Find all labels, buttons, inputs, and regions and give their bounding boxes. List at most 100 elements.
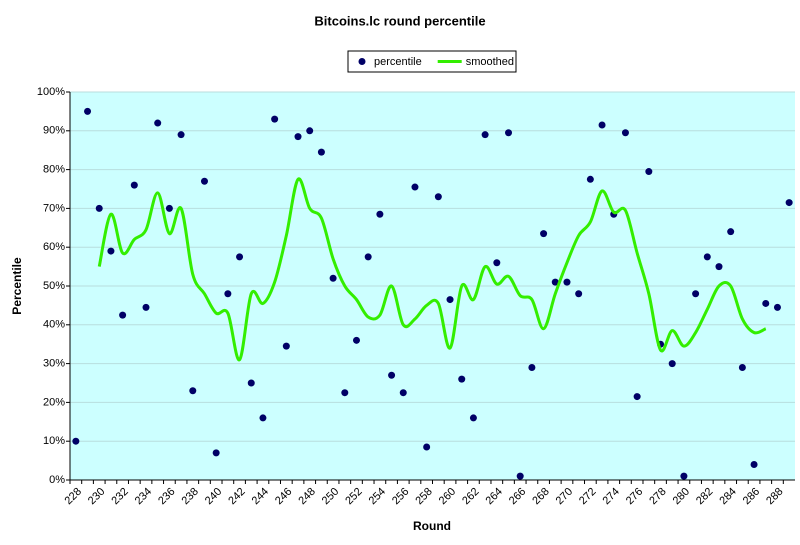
data-point bbox=[434, 193, 442, 201]
data-point bbox=[773, 303, 781, 311]
data-point bbox=[633, 393, 641, 401]
data-point bbox=[107, 247, 115, 255]
smoothed-line bbox=[97, 177, 767, 362]
y-tick-label: 10% bbox=[43, 435, 65, 447]
x-tick-label: 250 bbox=[320, 486, 341, 507]
x-axis-label: Round bbox=[413, 519, 451, 533]
x-tick-label: 266 bbox=[507, 486, 528, 507]
data-point bbox=[785, 199, 793, 207]
data-point bbox=[388, 371, 396, 379]
data-point bbox=[469, 414, 477, 422]
x-tick-label: 244 bbox=[250, 486, 271, 507]
data-point bbox=[575, 290, 583, 298]
chart-title: Bitcoins.lc round percentile bbox=[314, 13, 485, 28]
data-point bbox=[715, 263, 723, 271]
data-point bbox=[84, 107, 92, 115]
x-tick-label: 262 bbox=[460, 486, 481, 507]
data-point bbox=[282, 342, 290, 350]
y-tick-label: 100% bbox=[37, 86, 65, 98]
x-tick-label: 230 bbox=[86, 486, 107, 507]
x-tick-label: 280 bbox=[671, 486, 692, 507]
data-point bbox=[703, 253, 711, 261]
legend-marker bbox=[358, 58, 366, 65]
data-point bbox=[177, 131, 185, 139]
data-point bbox=[341, 389, 349, 397]
data-point bbox=[645, 168, 653, 176]
y-tick-label: 30% bbox=[43, 358, 65, 370]
data-point bbox=[446, 296, 454, 304]
x-tick-label: 240 bbox=[203, 486, 224, 507]
data-point bbox=[551, 278, 559, 286]
x-tick-label: 278 bbox=[647, 486, 668, 507]
data-point bbox=[364, 253, 372, 261]
x-tick-label: 258 bbox=[413, 486, 434, 507]
x-tick-label: 238 bbox=[179, 486, 200, 507]
data-point bbox=[154, 119, 162, 127]
data-point bbox=[668, 360, 676, 368]
data-point bbox=[376, 210, 384, 218]
data-point bbox=[399, 389, 407, 397]
data-point bbox=[224, 290, 232, 298]
data-point bbox=[352, 336, 360, 344]
y-tick-label: 20% bbox=[43, 396, 65, 408]
x-tick-label: 234 bbox=[133, 486, 154, 507]
data-point bbox=[212, 449, 220, 457]
data-point bbox=[130, 181, 138, 189]
data-point bbox=[259, 414, 267, 422]
x-tick-label: 242 bbox=[226, 486, 247, 507]
data-point bbox=[72, 437, 80, 445]
y-axis-label: Percentile bbox=[10, 257, 24, 315]
data-point bbox=[317, 148, 325, 156]
data-point bbox=[598, 121, 606, 129]
x-tick-label: 236 bbox=[156, 486, 177, 507]
y-tick-label: 90% bbox=[43, 125, 65, 137]
data-point bbox=[294, 133, 302, 141]
data-point bbox=[236, 253, 244, 261]
x-tick-label: 276 bbox=[624, 486, 645, 507]
data-point bbox=[762, 299, 770, 307]
data-point bbox=[516, 472, 524, 480]
data-point bbox=[481, 131, 489, 139]
data-point bbox=[189, 387, 197, 395]
legend-label: smoothed bbox=[466, 56, 514, 68]
data-point bbox=[247, 379, 255, 387]
data-point bbox=[692, 290, 700, 298]
data-point bbox=[458, 375, 466, 383]
data-point bbox=[505, 129, 513, 137]
x-tick-label: 288 bbox=[764, 486, 785, 507]
data-point bbox=[306, 127, 314, 135]
data-point bbox=[738, 363, 746, 371]
data-point bbox=[621, 129, 629, 137]
data-point bbox=[271, 115, 279, 123]
y-tick-label: 50% bbox=[43, 280, 65, 292]
legend-label: percentile bbox=[374, 56, 422, 68]
data-point bbox=[680, 472, 688, 480]
data-point bbox=[493, 259, 501, 267]
y-tick-label: 0% bbox=[49, 474, 65, 486]
x-tick-label: 282 bbox=[694, 486, 715, 507]
data-point bbox=[119, 311, 127, 319]
data-point bbox=[750, 460, 758, 468]
data-point bbox=[200, 177, 208, 185]
x-tick-label: 252 bbox=[343, 486, 364, 507]
x-tick-label: 256 bbox=[390, 486, 411, 507]
x-tick-label: 246 bbox=[273, 486, 294, 507]
x-tick-label: 232 bbox=[109, 486, 130, 507]
y-tick-label: 40% bbox=[43, 319, 65, 331]
y-tick-label: 80% bbox=[43, 164, 65, 176]
data-point bbox=[586, 175, 594, 183]
x-tick-label: 274 bbox=[600, 486, 621, 507]
data-point bbox=[165, 204, 173, 212]
y-tick-label: 60% bbox=[43, 241, 65, 253]
x-tick-label: 264 bbox=[484, 486, 505, 507]
y-tick-label: 70% bbox=[43, 202, 65, 214]
x-tick-label: 270 bbox=[554, 486, 575, 507]
data-point bbox=[95, 204, 103, 212]
data-point bbox=[329, 274, 337, 282]
x-tick-label: 254 bbox=[367, 486, 388, 507]
x-tick-label: 228 bbox=[63, 486, 84, 507]
x-tick-label: 286 bbox=[741, 486, 762, 507]
legend bbox=[347, 50, 517, 73]
x-tick-label: 284 bbox=[717, 486, 738, 507]
